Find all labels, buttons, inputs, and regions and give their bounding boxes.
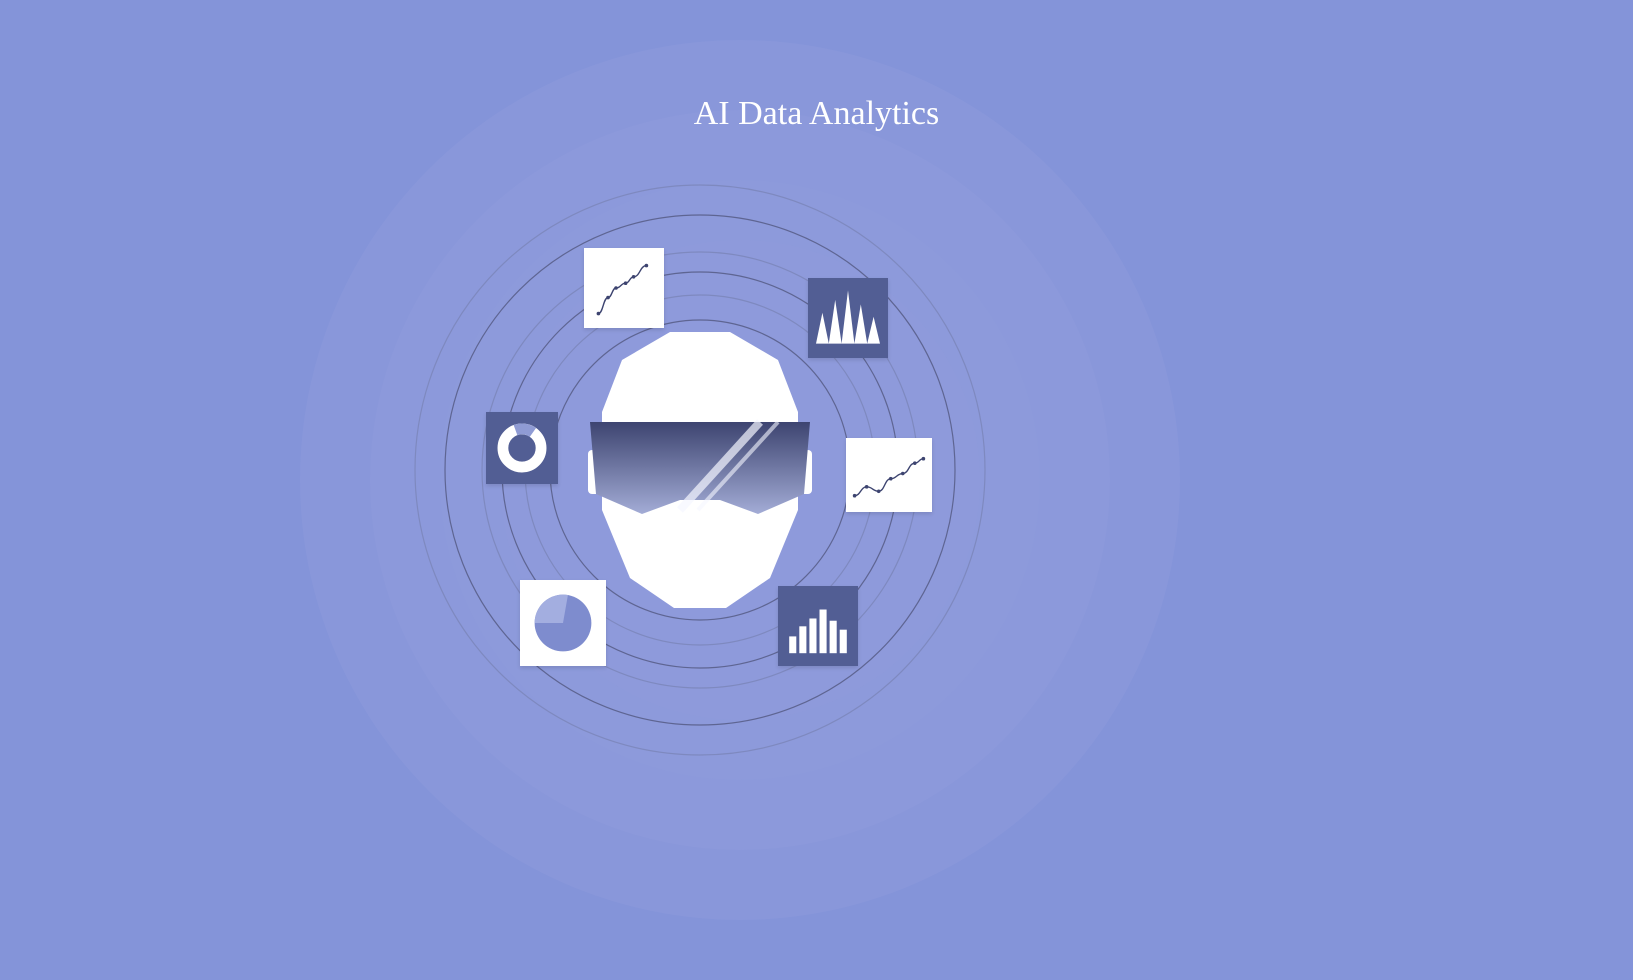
area-peaks-icon	[808, 278, 888, 358]
bar-chart-tile	[778, 586, 858, 666]
ai-head-icon	[0, 0, 1633, 980]
curve-chart-tile	[584, 248, 664, 328]
trend-line-tile	[846, 438, 932, 512]
donut-chart-tile	[486, 412, 558, 484]
curve-chart-icon	[584, 248, 664, 328]
pie-chart-tile	[520, 580, 606, 666]
pie-chart-icon	[520, 580, 606, 666]
area-peaks-tile	[808, 278, 888, 358]
trend-line-icon	[846, 438, 932, 512]
bar-chart-icon	[778, 586, 858, 666]
infographic-canvas: AI Data Analytics	[0, 0, 1633, 980]
donut-chart-icon	[486, 412, 558, 484]
